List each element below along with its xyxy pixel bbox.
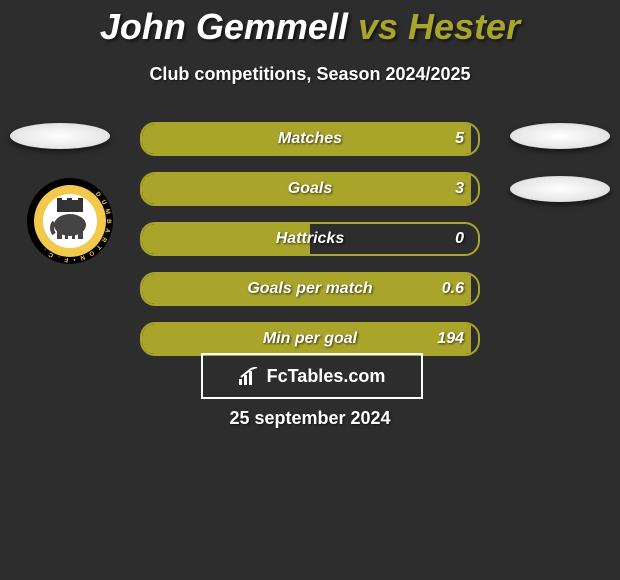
stat-row-matches: Matches 5 bbox=[140, 122, 480, 156]
stat-value: 0 bbox=[455, 230, 464, 248]
stat-fill bbox=[142, 124, 471, 154]
stats-chart: Matches 5 Goals 3 Hattricks 0 Goals per … bbox=[140, 122, 480, 372]
club-badge-icon: D U M B A R T O N • F . C . bbox=[27, 178, 113, 264]
stat-row-goals: Goals 3 bbox=[140, 172, 480, 206]
player1-name: John Gemmell bbox=[100, 6, 348, 47]
player2-name: Hester bbox=[408, 6, 520, 47]
placeholder-ellipse-left bbox=[10, 123, 110, 149]
chart-icon bbox=[239, 367, 261, 385]
infographic-container: John Gemmell vs Hester Club competitions… bbox=[0, 0, 620, 580]
stat-row-mpg: Min per goal 194 bbox=[140, 322, 480, 356]
stat-fill bbox=[142, 174, 471, 204]
brand-box: FcTables.com bbox=[201, 353, 423, 399]
brand-label: FcTables.com bbox=[267, 366, 386, 387]
placeholder-ellipse-right-1 bbox=[510, 123, 610, 149]
club-badge: D U M B A R T O N • F . C . bbox=[27, 178, 113, 264]
page-title: John Gemmell vs Hester bbox=[0, 0, 620, 48]
subtitle: Club competitions, Season 2024/2025 bbox=[0, 64, 620, 85]
placeholder-ellipse-right-2 bbox=[510, 176, 610, 202]
stat-row-hattricks: Hattricks 0 bbox=[140, 222, 480, 256]
vs-label: vs bbox=[358, 6, 398, 47]
stat-fill bbox=[142, 324, 471, 354]
stat-row-gpm: Goals per match 0.6 bbox=[140, 272, 480, 306]
stat-fill bbox=[142, 274, 471, 304]
date-label: 25 september 2024 bbox=[0, 408, 620, 429]
stat-fill bbox=[142, 224, 310, 254]
